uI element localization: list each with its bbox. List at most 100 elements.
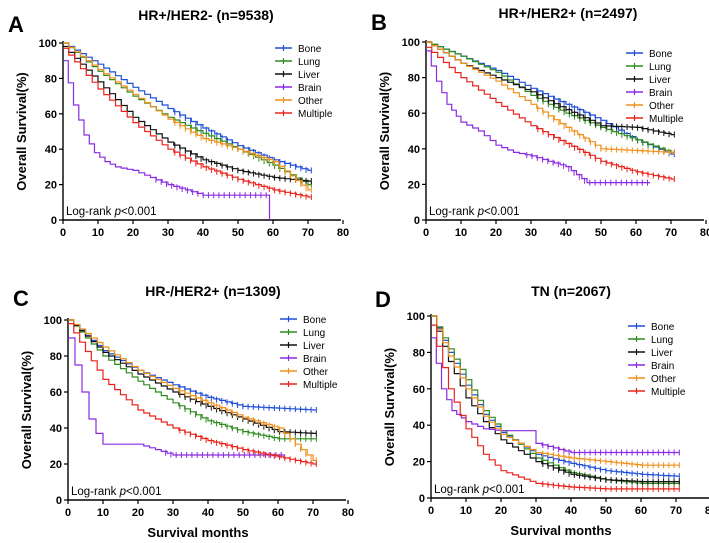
legend-item-lung: Lung (628, 335, 673, 346)
y-tick-label: 40 (413, 420, 425, 432)
logrank-annotation: Log-rank p<0.001 (66, 206, 157, 218)
series-lung (68, 319, 317, 442)
series-line (431, 315, 680, 484)
legend-item-brain: Brain (275, 83, 321, 94)
legend-label: Multiple (298, 109, 333, 120)
legend-label: Other (298, 96, 324, 107)
legend-item-liver: Liver (626, 75, 671, 86)
x-tick-label: 30 (167, 507, 179, 519)
series-multiple (426, 46, 675, 183)
x-tick-label: 60 (635, 505, 647, 517)
series-liver (63, 45, 312, 185)
x-tick-label: 60 (272, 507, 284, 519)
x-tick-label: 10 (460, 505, 472, 517)
x-tick-label: 60 (630, 227, 642, 239)
legend-label: Lung (649, 62, 671, 73)
y-axis-label: Overall Survival(%) (382, 348, 397, 467)
x-tick-label: 40 (565, 505, 577, 517)
y-axis-label: Overall Survival(%) (14, 72, 29, 191)
x-tick-label: 70 (302, 227, 314, 239)
y-tick-label: 80 (50, 351, 62, 363)
y-tick-label: 40 (50, 423, 62, 435)
series-line (68, 323, 317, 465)
legend-label: Brain (303, 354, 326, 365)
x-tick-label: 10 (92, 227, 104, 239)
series-multiple (63, 47, 312, 200)
y-axis-label: Overall Survival(%) (377, 72, 392, 191)
legend-item-multiple: Multiple (275, 109, 333, 120)
y-tick-label: 100 (44, 315, 62, 327)
panel-letter: B (371, 10, 387, 35)
y-tick-label: 100 (402, 37, 420, 49)
legend-label: Lung (651, 335, 673, 346)
y-tick-label: 0 (56, 495, 62, 507)
legend-label: Other (649, 101, 675, 112)
legend-label: Multiple (303, 380, 338, 391)
series-liver (431, 315, 680, 485)
legend-label: Liver (651, 348, 673, 359)
legend-item-other: Other (626, 101, 675, 112)
legend-label: Brain (651, 361, 674, 372)
panel-letter: A (8, 12, 24, 37)
legend-item-brain: Brain (626, 88, 672, 99)
x-tick-label: 80 (342, 507, 354, 519)
x-tick-label: 70 (307, 507, 319, 519)
series-line (431, 315, 680, 483)
legend-label: Lung (298, 57, 320, 68)
legend-item-lung: Lung (275, 57, 320, 68)
series-line (63, 42, 312, 191)
panel-A: A HR+/HER2- (n=9538) Overall Survival(%) 0 2… (8, 7, 349, 239)
legend-label: Other (303, 367, 329, 378)
x-tick-label: 40 (560, 227, 572, 239)
series-line (68, 319, 317, 411)
legend-item-bone: Bone (628, 322, 675, 333)
series-multiple (68, 323, 317, 467)
y-tick-label: 0 (419, 493, 425, 505)
series-line (68, 319, 317, 434)
series-line (426, 41, 675, 136)
x-tick-label: 50 (600, 505, 612, 517)
legend-label: Liver (649, 75, 671, 86)
series-lung (426, 41, 675, 156)
legend-item-liver: Liver (628, 348, 673, 359)
y-tick-label: 60 (408, 108, 420, 120)
legend-label: Brain (649, 88, 672, 99)
legend-label: Lung (303, 328, 325, 339)
y-tick-label: 60 (45, 109, 57, 121)
series-lung (431, 315, 680, 487)
x-tick-label: 20 (132, 507, 144, 519)
series-line (63, 42, 312, 186)
chart-title: TN (n=2067) (531, 283, 611, 299)
y-tick-label: 20 (50, 459, 62, 471)
x-tick-label: 30 (162, 227, 174, 239)
series-brain (431, 337, 680, 456)
legend-label: Bone (649, 49, 673, 60)
series-line (63, 47, 312, 198)
legend-label: Liver (298, 70, 320, 81)
legend-label: Brain (298, 83, 321, 94)
legend-item-bone: Bone (626, 49, 673, 60)
legend-item-other: Other (275, 96, 324, 107)
x-tick-label: 70 (665, 227, 677, 239)
series-other (63, 42, 312, 193)
series-line (63, 42, 312, 171)
y-tick-label: 80 (45, 73, 57, 85)
panel-letter: D (375, 287, 391, 312)
legend-item-liver: Liver (275, 70, 320, 81)
logrank-annotation: Log-rank p<0.001 (429, 206, 520, 218)
legend-item-lung: Lung (626, 62, 671, 73)
series-liver (68, 319, 317, 437)
series-line (63, 45, 312, 182)
y-tick-label: 60 (413, 384, 425, 396)
legend-item-multiple: Multiple (280, 380, 338, 391)
legend-item-multiple: Multiple (626, 114, 684, 125)
legend-item-bone: Bone (275, 44, 322, 55)
panel-B: B HR+/HER2+ (n=2497) Overall Survival(%) 0 2… (371, 5, 709, 239)
x-tick-label: 20 (495, 505, 507, 517)
x-tick-label: 0 (65, 507, 71, 519)
x-tick-label: 10 (97, 507, 109, 519)
series-line (63, 60, 271, 220)
x-tick-label: 30 (525, 227, 537, 239)
legend-item-other: Other (628, 374, 677, 385)
